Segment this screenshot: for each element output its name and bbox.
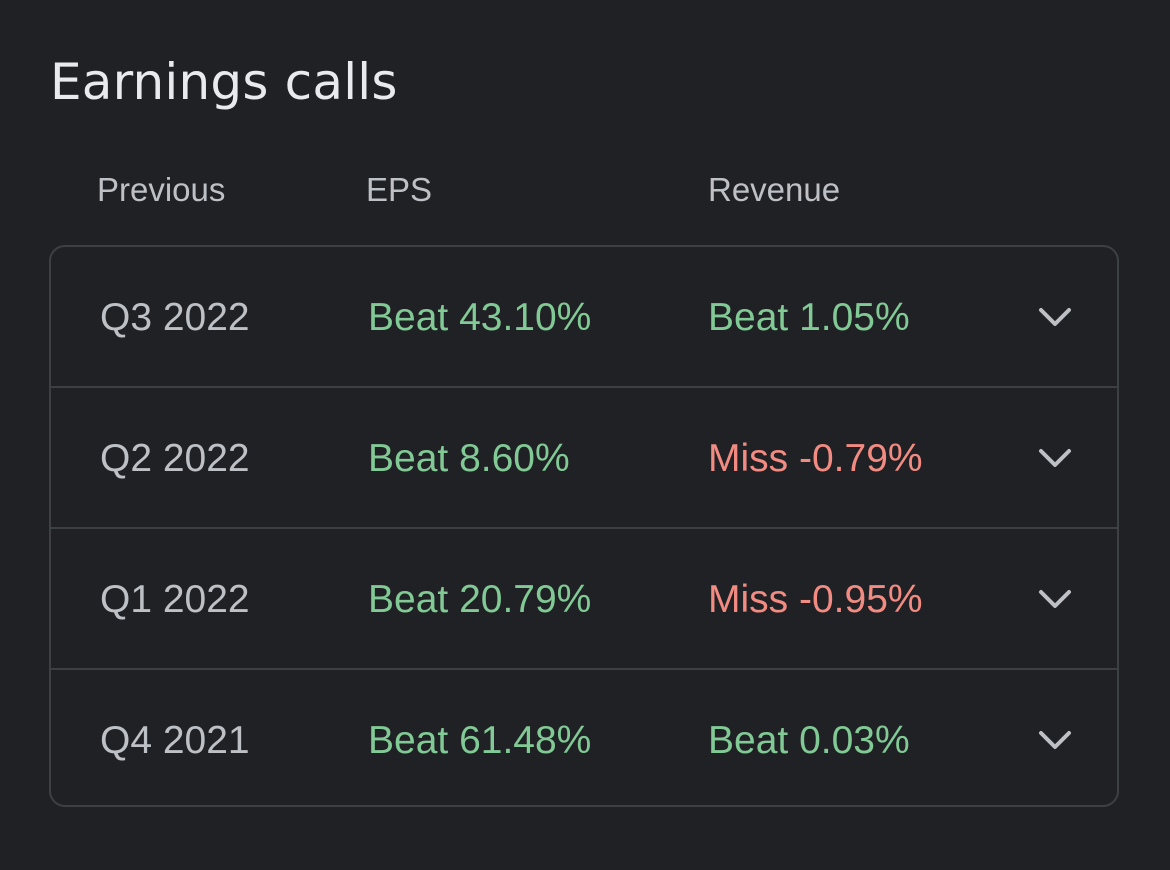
chevron-down-icon[interactable] bbox=[1037, 581, 1073, 617]
section-title: Earnings calls bbox=[50, 53, 398, 111]
earnings-table: Q3 2022 Beat 43.10% Beat 1.05% Q2 2022 B… bbox=[49, 245, 1119, 807]
eps-result: Beat 8.60% bbox=[368, 437, 570, 480]
earnings-row-3[interactable]: Q4 2021 Beat 61.48% Beat 0.03% bbox=[51, 670, 1117, 805]
revenue-result: Beat 0.03% bbox=[708, 719, 910, 762]
earnings-row-1[interactable]: Q2 2022 Beat 8.60% Miss -0.79% bbox=[51, 388, 1117, 529]
eps-result: Beat 61.48% bbox=[368, 719, 592, 762]
revenue-result: Miss -0.79% bbox=[708, 437, 923, 480]
chevron-down-icon[interactable] bbox=[1037, 440, 1073, 476]
column-header-eps: EPS bbox=[366, 171, 433, 208]
earnings-row-2[interactable]: Q1 2022 Beat 20.79% Miss -0.95% bbox=[51, 529, 1117, 670]
earnings-row-0[interactable]: Q3 2022 Beat 43.10% Beat 1.05% bbox=[51, 247, 1117, 388]
revenue-result: Beat 1.05% bbox=[708, 296, 910, 339]
chevron-down-icon[interactable] bbox=[1037, 299, 1073, 335]
period-label: Q4 2021 bbox=[100, 719, 250, 762]
eps-result: Beat 20.79% bbox=[368, 578, 592, 621]
chevron-down-icon[interactable] bbox=[1037, 722, 1073, 758]
period-label: Q2 2022 bbox=[100, 437, 250, 480]
column-header-previous: Previous bbox=[97, 171, 226, 208]
revenue-result: Miss -0.95% bbox=[708, 578, 923, 621]
period-label: Q1 2022 bbox=[100, 578, 250, 621]
column-header-revenue: Revenue bbox=[708, 171, 841, 208]
eps-result: Beat 43.10% bbox=[368, 296, 592, 339]
period-label: Q3 2022 bbox=[100, 296, 250, 339]
